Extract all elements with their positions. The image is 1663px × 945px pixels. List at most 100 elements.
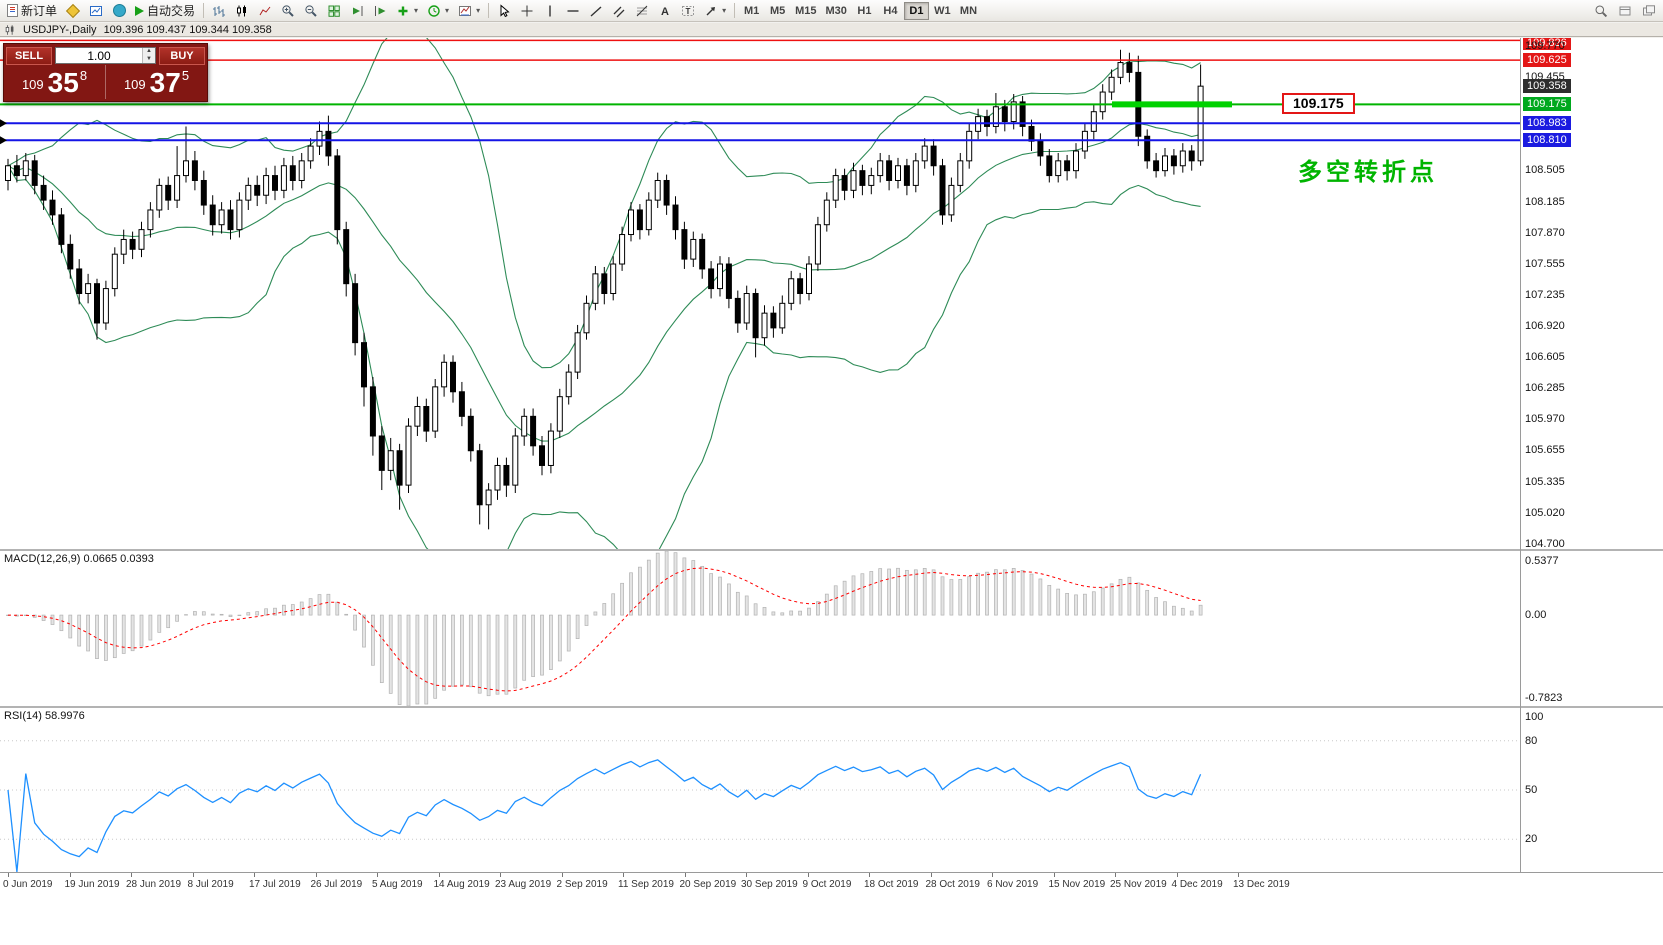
- time-axis-tick: [623, 873, 624, 877]
- rsi-axis-label: 20: [1525, 833, 1538, 846]
- bar-chart-button[interactable]: [208, 1, 230, 21]
- channel-tool-button[interactable]: [608, 1, 630, 21]
- chart-shift-button[interactable]: [369, 1, 391, 21]
- label-tool-button[interactable]: T: [677, 1, 699, 21]
- auto-trading-label: 自动交易: [147, 4, 196, 18]
- arrows-tool-button[interactable]: ▾: [700, 1, 730, 21]
- price-axis-border: [1520, 38, 1521, 873]
- chart-shift-icon: [375, 5, 386, 16]
- timeframe-button-M15[interactable]: M15: [791, 2, 820, 20]
- text-icon: A: [661, 6, 669, 18]
- time-axis-tick: [438, 873, 440, 877]
- rsi-axis-label: 50: [1525, 784, 1538, 796]
- volume-increment-button[interactable]: ▲: [143, 48, 155, 56]
- indicators-button[interactable]: ▾: [392, 1, 422, 21]
- price-axis-label: 107.555: [1525, 257, 1565, 270]
- time-axis-tick: [684, 873, 686, 877]
- timeframe-button-MN[interactable]: MN: [956, 2, 981, 20]
- pane-separator[interactable]: [0, 706, 1663, 708]
- line-anchor-marker[interactable]: [0, 119, 7, 128]
- window-arrange-icon: [1619, 6, 1631, 15]
- tile-windows-button[interactable]: [323, 1, 345, 21]
- timeframe-button-M1[interactable]: M1: [739, 2, 764, 20]
- mql-editor-button[interactable]: [62, 1, 84, 21]
- new-order-label: 新订单: [21, 4, 58, 18]
- timeframe-button-M30[interactable]: M30: [822, 2, 851, 20]
- window-cascade-button[interactable]: [1638, 1, 1660, 21]
- price-level-label-box[interactable]: 109.175: [1282, 93, 1355, 115]
- vertical-line-tool-button[interactable]: [539, 1, 561, 21]
- fibonacci-tool-button[interactable]: [631, 1, 653, 21]
- horizontal-line-tool-button[interactable]: [562, 1, 584, 21]
- time-axis-label: 19 Jun 2019: [64, 879, 120, 890]
- auto-scroll-button[interactable]: [346, 1, 368, 21]
- trendline-tool-button[interactable]: [585, 1, 607, 21]
- channel-icon: [613, 6, 625, 17]
- macd-axis-label: 0.5377: [1525, 555, 1559, 567]
- price-axis-label: 108.185: [1525, 195, 1565, 208]
- templates-button[interactable]: ▾: [454, 1, 484, 21]
- sell-button[interactable]: SELL: [6, 46, 52, 65]
- new-order-button[interactable]: 新订单: [3, 1, 61, 21]
- one-click-trading-panel: SELL 1.00 ▲ ▼ BUY 109 35 8 109: [3, 43, 208, 102]
- indicators-caret-icon: ▾: [414, 6, 419, 15]
- line-anchor-marker[interactable]: [0, 136, 7, 145]
- crosshair-tool-button[interactable]: [516, 1, 538, 21]
- pane-separator[interactable]: [0, 549, 1663, 551]
- time-axis-label: 6 Nov 2019: [987, 879, 1039, 890]
- price-axis-label: 109.358: [1523, 79, 1571, 94]
- cursor-tool-button[interactable]: [493, 1, 515, 21]
- zoom-in-button[interactable]: [277, 1, 299, 21]
- toolbar-separator: [734, 3, 736, 18]
- macd-pane[interactable]: [6, 551, 1203, 706]
- window-arrange-button[interactable]: [1614, 1, 1636, 21]
- auto-trading-button[interactable]: 自动交易: [131, 1, 199, 21]
- timeframe-button-H1[interactable]: H1: [852, 2, 877, 20]
- timeframe-button-H4[interactable]: H4: [878, 2, 903, 20]
- time-axis-label: 9 Oct 2019: [802, 879, 852, 890]
- price-scale[interactable]: 109.826 109.770 109.625 109.455 109.358 109.1…: [1521, 38, 1663, 898]
- rsi-pane[interactable]: [0, 740, 1520, 872]
- rsi-line: [7, 759, 1202, 872]
- fibonacci-icon: [636, 5, 648, 16]
- horizontal-line-icon: [567, 9, 579, 12]
- line-chart-button[interactable]: [254, 1, 276, 21]
- profiles-button[interactable]: [108, 1, 130, 21]
- candlestick-chart-button[interactable]: [231, 1, 253, 21]
- time-axis-tick: [69, 873, 71, 877]
- chart-canvas[interactable]: [0, 38, 1520, 898]
- search-button[interactable]: [1590, 1, 1612, 21]
- chart-text-annotation[interactable]: 多空转折点: [1298, 158, 1438, 186]
- time-axis-tick: [377, 873, 378, 877]
- timeframe-button-M5[interactable]: M5: [765, 2, 790, 20]
- macd-signal-line: [7, 567, 1201, 692]
- candlestick-chart-icon: [237, 5, 247, 16]
- time-axis-tick: [1053, 873, 1055, 877]
- time-axis-label: 28 Oct 2019: [925, 879, 980, 890]
- time-axis-tick: [254, 873, 255, 877]
- timeframe-button-W1[interactable]: W1: [930, 2, 955, 20]
- new-chart-button[interactable]: [85, 1, 107, 21]
- volume-value[interactable]: 1.00: [87, 48, 111, 63]
- zoom-out-button[interactable]: [300, 1, 322, 21]
- price-pane[interactable]: [0, 38, 1520, 589]
- volume-decrement-button[interactable]: ▼: [143, 55, 155, 63]
- time-axis-tick: [131, 873, 132, 877]
- chart-symbol-period: USDJPY-,Daily: [23, 23, 97, 36]
- sell-price[interactable]: 109 35 8: [4, 65, 105, 99]
- chart-area[interactable]: 109.826 109.770 109.625 109.455 109.358 109.1…: [0, 38, 1663, 945]
- time-axis-tick: [1238, 873, 1239, 877]
- buy-price[interactable]: 109 37 5: [105, 65, 207, 99]
- time-axis-tick: [746, 873, 747, 877]
- timeframe-button-D1[interactable]: D1: [903, 1, 929, 20]
- arrows-caret-icon: ▾: [722, 6, 727, 15]
- buy-button[interactable]: BUY: [159, 46, 205, 65]
- volume-spinner[interactable]: 1.00 ▲ ▼: [55, 47, 156, 64]
- new-order-icon: [7, 4, 18, 17]
- search-icon: [1595, 5, 1608, 17]
- periods-clock-icon: [428, 4, 440, 17]
- periods-button[interactable]: ▾: [423, 1, 453, 21]
- price-axis-label: 104.700: [1525, 538, 1565, 551]
- time-axis-tick: [992, 873, 993, 877]
- text-tool-button[interactable]: A: [654, 1, 676, 21]
